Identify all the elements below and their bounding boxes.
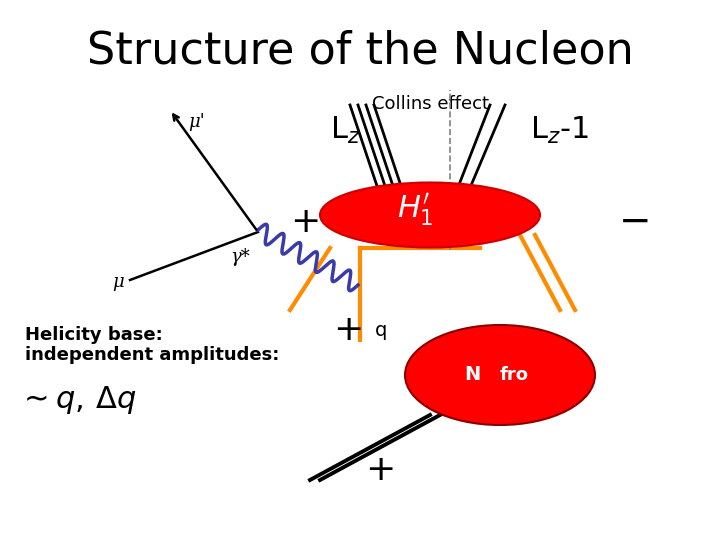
Ellipse shape [320, 183, 540, 247]
Text: μ': μ' [188, 113, 204, 131]
Text: fro: fro [500, 366, 529, 384]
Text: γ*: γ* [230, 248, 250, 266]
Text: +: + [290, 205, 320, 239]
Text: N: N [464, 366, 480, 384]
Text: independent amplitudes:: independent amplitudes: [25, 346, 279, 364]
Text: $\sim q,\, \Delta q$: $\sim q,\, \Delta q$ [18, 384, 137, 416]
Text: +: + [333, 313, 363, 347]
Text: +: + [365, 453, 395, 487]
Text: Collins effect: Collins effect [372, 95, 488, 113]
Ellipse shape [405, 325, 595, 425]
Text: Structure of the Nucleon: Structure of the Nucleon [86, 30, 634, 73]
Text: q: q [375, 321, 387, 340]
Text: $H_1^{\prime}$: $H_1^{\prime}$ [397, 191, 433, 229]
Text: L$_z$-1: L$_z$-1 [530, 114, 589, 146]
Text: −: − [618, 203, 652, 241]
Text: Helicity base:: Helicity base: [25, 326, 163, 344]
Text: L$_z$: L$_z$ [330, 114, 361, 146]
Text: μ: μ [112, 273, 124, 291]
